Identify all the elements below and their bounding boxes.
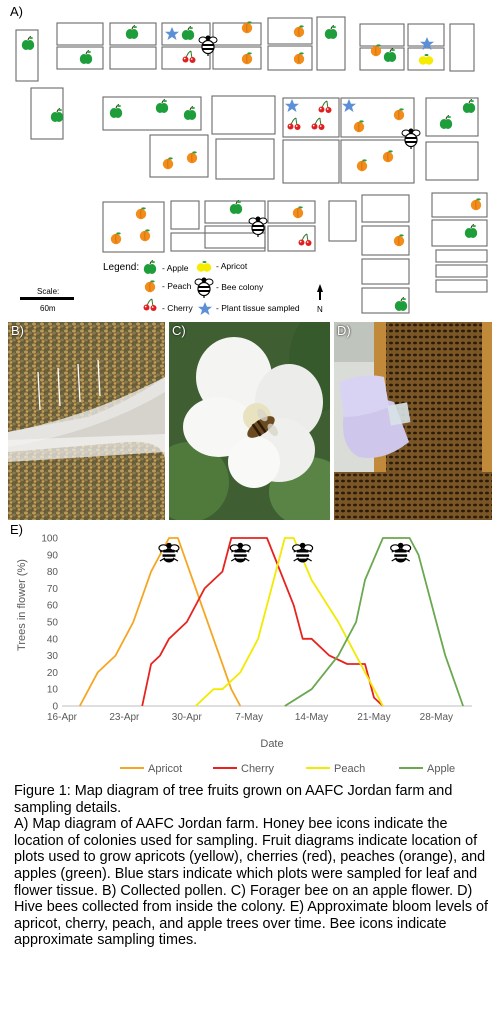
series-line-apple <box>284 537 464 707</box>
scale-bar: Scale: 60m <box>20 287 74 313</box>
legend-cherry: - Cherry <box>162 303 193 313</box>
field-plots <box>15 16 488 314</box>
panel-d-label: D) <box>337 323 351 338</box>
y-tick-label: 30 <box>47 651 59 662</box>
x-tick-label: 14-May <box>295 712 328 723</box>
bloom-chart: 0 10 20 30 40 50 60 70 80 90 100 16-Apr 23-Apr 30-Apr… <box>16 534 472 775</box>
series-line-cherry <box>141 537 384 707</box>
bee-marker-icon <box>292 542 314 564</box>
panel-b-label: B) <box>11 323 24 338</box>
hive-bees-photo: D) <box>334 322 492 520</box>
legend-title: Legend: <box>103 262 139 273</box>
legend-label-apricot: Apricot <box>148 763 182 775</box>
series-line-peach <box>195 537 384 707</box>
y-tick-label: 70 <box>47 584 59 595</box>
caption-title: Figure 1: Map diagram of tree fruits gro… <box>14 783 453 816</box>
y-tick-label: 0 <box>52 702 58 713</box>
chart-legend: Apricot Cherry Peach Apple <box>120 763 455 775</box>
legend-label-cherry: Cherry <box>241 763 275 775</box>
series-line-apricot <box>79 537 242 707</box>
legend-bee-colony: - Bee colony <box>216 282 264 292</box>
star-icon <box>198 302 212 315</box>
y-tick-label: 50 <box>47 618 59 629</box>
forager-bee-photo: C) <box>169 322 330 520</box>
y-axis-label: Trees in flower (%) <box>16 559 28 651</box>
y-tick-label: 20 <box>47 668 59 679</box>
x-tick-label: 7-May <box>235 712 263 723</box>
panel-c-label: C) <box>172 323 186 338</box>
x-tick-label: 28-May <box>420 712 453 723</box>
y-tick-label: 60 <box>47 601 59 612</box>
map-legend: Legend: - Apple - Apricot - Peach - Bee … <box>103 260 300 315</box>
y-tick-label: 100 <box>41 534 58 545</box>
peach-icon <box>144 279 156 293</box>
scale-label: Scale: <box>37 287 59 296</box>
y-tick-label: 90 <box>47 550 59 561</box>
x-tick-label: 23-Apr <box>109 712 140 723</box>
x-tick-label: 21-May <box>357 712 390 723</box>
apple-icon <box>143 260 157 275</box>
x-tick-label: 30-Apr <box>172 712 203 723</box>
y-tick-label: 10 <box>47 685 59 696</box>
bee-marker-icon <box>229 542 251 564</box>
legend-peach: - Peach <box>162 281 192 291</box>
apricot-icon <box>196 261 212 272</box>
bee-colony-icon <box>194 276 214 299</box>
fruit-icons <box>21 20 482 312</box>
north-arrow: N <box>317 284 323 314</box>
scale-value: 60m <box>40 304 56 313</box>
y-tick-label: 80 <box>47 567 59 578</box>
farm-map: Legend: - Apple - Apricot - Peach - Bee … <box>15 16 488 315</box>
cherry-icon <box>143 298 157 312</box>
legend-label-apple: Apple <box>427 763 455 775</box>
legend-apricot: - Apricot <box>216 261 248 271</box>
x-tick-label: 16-Apr <box>47 712 78 723</box>
bee-marker-icon <box>390 542 412 564</box>
north-label: N <box>317 305 323 314</box>
pollen-photo: B) <box>8 322 165 520</box>
figure-caption: Figure 1: Map diagram of tree fruits gro… <box>14 783 492 949</box>
legend-plant-tissue: - Plant tissue sampled <box>216 303 300 313</box>
legend-label-peach: Peach <box>334 763 365 775</box>
panel-a-label: A) <box>10 4 23 19</box>
legend-apple: - Apple <box>162 263 189 273</box>
y-tick-label: 40 <box>47 634 59 645</box>
panel-e-label: E) <box>10 522 23 537</box>
caption-body: A) Map diagram of AAFC Jordan farm. Hone… <box>14 816 489 949</box>
x-axis-label: Date <box>260 738 283 750</box>
